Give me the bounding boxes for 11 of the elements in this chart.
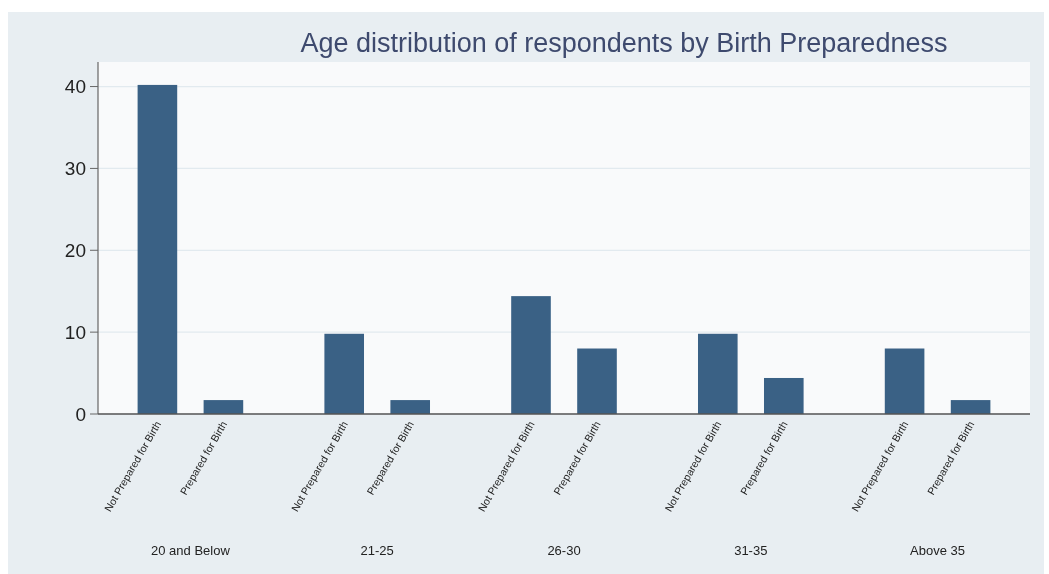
y-tick-label: 0: [75, 403, 86, 425]
text: Above 35: [910, 543, 966, 558]
text: 20 and Below: [151, 543, 231, 558]
y-tick-label: 10: [64, 321, 86, 343]
chart-title: Age distribution of respondents by Birth Preparedness: [300, 28, 948, 58]
y-tick-label: 20: [64, 239, 86, 261]
text: 31-35: [734, 543, 768, 558]
y-tick-label: 40: [64, 76, 86, 98]
y-tick-label: 30: [64, 158, 86, 180]
text: 26-30: [547, 543, 581, 558]
text: 21-25: [360, 543, 394, 558]
